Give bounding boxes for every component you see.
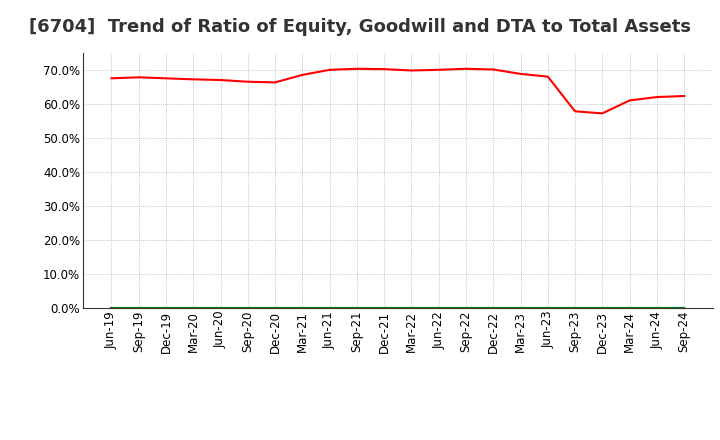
Deferred Tax Assets xyxy=(680,305,688,311)
Deferred Tax Assets xyxy=(162,305,171,311)
Deferred Tax Assets xyxy=(243,305,252,311)
Equity xyxy=(571,109,580,114)
Equity xyxy=(298,72,307,77)
Equity xyxy=(243,79,252,84)
Deferred Tax Assets xyxy=(380,305,389,311)
Goodwill xyxy=(652,305,661,311)
Goodwill xyxy=(162,305,171,311)
Equity xyxy=(162,76,171,81)
Text: [6704]  Trend of Ratio of Equity, Goodwill and DTA to Total Assets: [6704] Trend of Ratio of Equity, Goodwil… xyxy=(29,18,691,36)
Deferred Tax Assets xyxy=(271,305,279,311)
Deferred Tax Assets xyxy=(216,305,225,311)
Deferred Tax Assets xyxy=(598,305,607,311)
Equity xyxy=(353,66,361,71)
Goodwill xyxy=(407,305,415,311)
Goodwill xyxy=(516,305,525,311)
Equity xyxy=(516,71,525,77)
Deferred Tax Assets xyxy=(135,305,143,311)
Goodwill xyxy=(625,305,634,311)
Deferred Tax Assets xyxy=(489,305,498,311)
Deferred Tax Assets xyxy=(516,305,525,311)
Deferred Tax Assets xyxy=(434,305,443,311)
Goodwill xyxy=(298,305,307,311)
Equity xyxy=(462,66,470,71)
Deferred Tax Assets xyxy=(652,305,661,311)
Deferred Tax Assets xyxy=(407,305,415,311)
Goodwill xyxy=(571,305,580,311)
Goodwill xyxy=(544,305,552,311)
Deferred Tax Assets xyxy=(298,305,307,311)
Deferred Tax Assets xyxy=(189,305,197,311)
Deferred Tax Assets xyxy=(625,305,634,311)
Deferred Tax Assets xyxy=(462,305,470,311)
Equity xyxy=(189,77,197,82)
Line: Equity: Equity xyxy=(112,69,684,114)
Goodwill xyxy=(380,305,389,311)
Goodwill xyxy=(243,305,252,311)
Goodwill xyxy=(271,305,279,311)
Deferred Tax Assets xyxy=(544,305,552,311)
Equity xyxy=(107,76,116,81)
Goodwill xyxy=(680,305,688,311)
Goodwill xyxy=(107,305,116,311)
Equity xyxy=(380,66,389,72)
Goodwill xyxy=(325,305,334,311)
Equity xyxy=(216,77,225,83)
Deferred Tax Assets xyxy=(353,305,361,311)
Equity xyxy=(544,74,552,79)
Equity xyxy=(407,68,415,73)
Goodwill xyxy=(353,305,361,311)
Equity xyxy=(625,98,634,103)
Goodwill xyxy=(489,305,498,311)
Deferred Tax Assets xyxy=(571,305,580,311)
Goodwill xyxy=(189,305,197,311)
Deferred Tax Assets xyxy=(325,305,334,311)
Goodwill xyxy=(462,305,470,311)
Deferred Tax Assets xyxy=(107,305,116,311)
Equity xyxy=(652,95,661,100)
Equity xyxy=(135,75,143,80)
Equity xyxy=(489,67,498,72)
Goodwill xyxy=(216,305,225,311)
Equity xyxy=(325,67,334,73)
Equity xyxy=(271,80,279,85)
Goodwill xyxy=(598,305,607,311)
Equity xyxy=(434,67,443,73)
Goodwill xyxy=(434,305,443,311)
Equity xyxy=(680,93,688,99)
Equity xyxy=(598,111,607,116)
Goodwill xyxy=(135,305,143,311)
